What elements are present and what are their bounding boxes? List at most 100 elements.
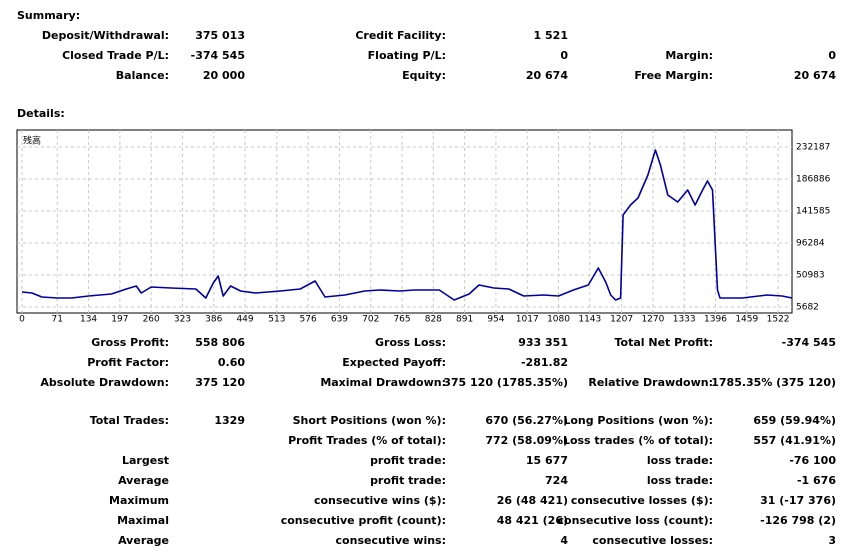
field-value: 20 674: [794, 69, 836, 82]
x-tick-label: 1143: [578, 315, 601, 325]
chart-frame: [16, 129, 793, 314]
field-value: 48 421 (26): [497, 514, 568, 527]
field-label: profit trade:: [370, 474, 446, 487]
x-tick-label: 1080: [547, 315, 570, 325]
field-label: Loss trades (% of total):: [563, 434, 713, 447]
section-title: Details:: [17, 107, 65, 120]
field-label: Equity:: [402, 69, 446, 82]
x-tick-label: 702: [362, 315, 379, 325]
field-label: consecutive losses:: [592, 534, 713, 547]
x-tick-label: 71: [52, 315, 63, 325]
x-tick-label: 1017: [516, 315, 539, 325]
field-label: Floating P/L:: [368, 49, 446, 62]
field-value: 659 (59.94%): [753, 414, 836, 427]
field-value: 933 351: [518, 336, 568, 349]
field-label: Expected Payoff:: [342, 356, 446, 369]
field-value: -281.82: [521, 356, 568, 369]
field-label: consecutive loss (count):: [558, 514, 713, 527]
field-label: Credit Facility:: [355, 29, 446, 42]
field-label: Average: [118, 534, 169, 547]
x-tick-label: 513: [268, 315, 285, 325]
x-tick-label: 323: [174, 315, 191, 325]
field-value: 26 (48 421): [497, 494, 568, 507]
field-value: 0: [828, 49, 836, 62]
field-value: -126 798 (2): [760, 514, 836, 527]
field-label: Profit Factor:: [87, 356, 169, 369]
x-tick-label: 1522: [767, 315, 790, 325]
field-value: 724: [545, 474, 568, 487]
x-tick-label: 1396: [704, 315, 727, 325]
y-tick-label: 232187: [796, 142, 830, 152]
x-tick-label: 765: [393, 315, 410, 325]
field-value: 557 (41.91%): [753, 434, 836, 447]
x-tick-label: 1459: [735, 315, 758, 325]
field-value: 558 806: [195, 336, 245, 349]
field-label: Absolute Drawdown:: [40, 376, 169, 389]
field-label: consecutive wins:: [336, 534, 446, 547]
field-value: 375 120: [195, 376, 245, 389]
field-label: Long Positions (won %):: [563, 414, 713, 427]
field-value: 0.60: [218, 356, 245, 369]
x-tick-label: 449: [236, 315, 253, 325]
field-value: 670 (56.27%): [485, 414, 568, 427]
field-value: 0: [560, 49, 568, 62]
x-tick-label: 891: [456, 315, 473, 325]
field-label: Gross Profit:: [91, 336, 169, 349]
x-tick-label: 576: [300, 315, 317, 325]
field-label: Average: [118, 474, 169, 487]
y-tick-label: 141585: [796, 206, 830, 216]
field-label: Closed Trade P/L:: [62, 49, 169, 62]
y-tick-label: 186886: [796, 174, 831, 184]
x-tick-label: 134: [80, 315, 97, 325]
field-label: Profit Trades (% of total):: [288, 434, 446, 447]
field-label: profit trade:: [370, 454, 446, 467]
field-label: loss trade:: [647, 454, 713, 467]
field-value: -76 100: [789, 454, 836, 467]
field-value: 1329: [214, 414, 245, 427]
field-label: Deposit/Withdrawal:: [42, 29, 169, 42]
field-label: Balance:: [116, 69, 169, 82]
field-label: loss trade:: [647, 474, 713, 487]
field-label: consecutive wins ($):: [314, 494, 446, 507]
field-label: Gross Loss:: [375, 336, 446, 349]
field-value: 772 (58.09%): [485, 434, 568, 447]
field-label: Free Margin:: [634, 69, 713, 82]
field-label: Relative Drawdown:: [588, 376, 713, 389]
y-tick-label: 50983: [796, 270, 825, 280]
field-value: 375 013: [195, 29, 245, 42]
field-value: 20 674: [526, 69, 568, 82]
y-tick-label: 5682: [796, 302, 819, 312]
x-tick-label: 828: [425, 315, 442, 325]
field-value: -1 676: [797, 474, 836, 487]
field-label: Margin:: [665, 49, 713, 62]
x-tick-label: 386: [205, 315, 222, 325]
field-label: Maximum: [109, 494, 169, 507]
balance-line: [21, 149, 793, 301]
x-tick-label: 954: [487, 315, 504, 325]
field-value: 375 120 (1785.35%): [443, 376, 568, 389]
field-value: -374 545: [782, 336, 836, 349]
x-tick-label: 260: [143, 315, 160, 325]
field-label: Maximal Drawdown:: [320, 376, 446, 389]
field-label: Short Positions (won %):: [293, 414, 446, 427]
field-value: 1 521: [534, 29, 568, 42]
x-tick-label: 197: [111, 315, 128, 325]
field-value: 31 (-17 376): [760, 494, 836, 507]
field-label: Total Net Profit:: [615, 336, 714, 349]
x-tick-label: 1207: [610, 315, 633, 325]
field-value: 1785.35% (375 120): [711, 376, 836, 389]
x-tick-label: 1270: [641, 315, 664, 325]
y-tick-label: 96284: [796, 238, 825, 248]
section-title: Summary:: [17, 9, 80, 22]
field-value: 15 677: [526, 454, 568, 467]
field-label: consecutive losses ($):: [571, 494, 713, 507]
field-label: consecutive profit (count):: [281, 514, 446, 527]
field-value: 20 000: [203, 69, 245, 82]
x-tick-label: 0: [19, 315, 25, 325]
field-label: Total Trades:: [90, 414, 169, 427]
field-label: Maximal: [117, 514, 169, 527]
field-value: -374 545: [191, 49, 245, 62]
x-tick-label: 639: [331, 315, 348, 325]
